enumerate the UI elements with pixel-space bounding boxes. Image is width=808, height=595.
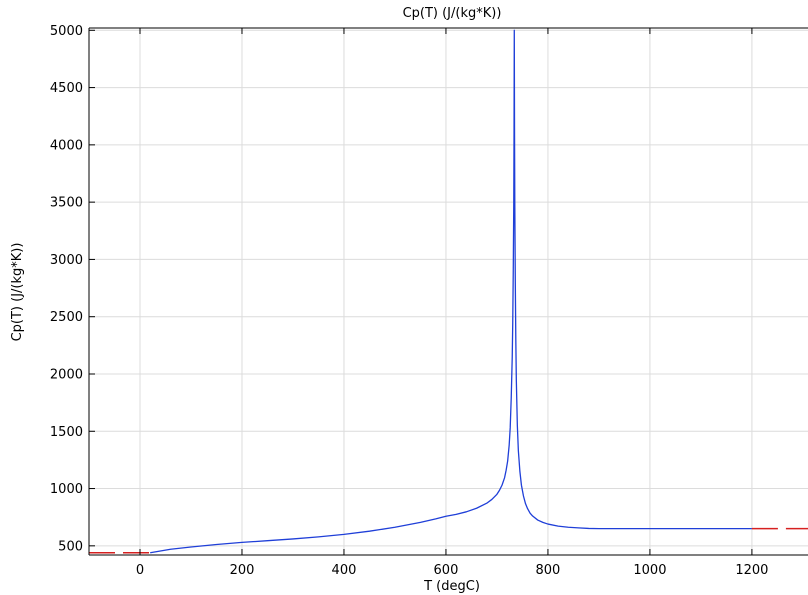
cp-curve-line [150,29,752,554]
y-tick-label: 2000 [50,367,83,382]
x-tick-label: 800 [536,563,561,578]
x-tick-label: 1200 [735,563,768,578]
y-tick-label: 3500 [50,196,83,211]
y-tick-label: 1500 [50,425,83,440]
x-tick-label: 1000 [633,563,666,578]
y-tick-label: 4000 [50,138,83,153]
x-tick-label: 400 [332,563,357,578]
x-tick-label: 0 [136,563,144,578]
plot-series [89,29,808,554]
plot-frame [88,27,808,556]
y-tick-label: 4500 [50,81,83,96]
x-tick-label: 200 [230,563,255,578]
x-axis: 0 200 400 600 800 1000 1200 [136,28,768,578]
y-tick-label: 500 [58,539,83,554]
y-axis: 500 1000 1500 2000 2500 3000 3500 4000 4500 5000 [50,24,95,554]
x-tick-label: 600 [434,563,459,578]
y-tick-label: 2500 [50,310,83,325]
y-tick-label: 5000 [50,24,83,39]
x-axis-title: T (degC) [423,579,480,594]
y-axis-title: Cp(T) (J/(kg*K)) [10,243,25,342]
grid [89,28,808,555]
y-tick-label: 1000 [50,482,83,497]
chart-title: Cp(T) (J/(kg*K)) [403,6,502,21]
y-tick-label: 3000 [50,253,83,268]
